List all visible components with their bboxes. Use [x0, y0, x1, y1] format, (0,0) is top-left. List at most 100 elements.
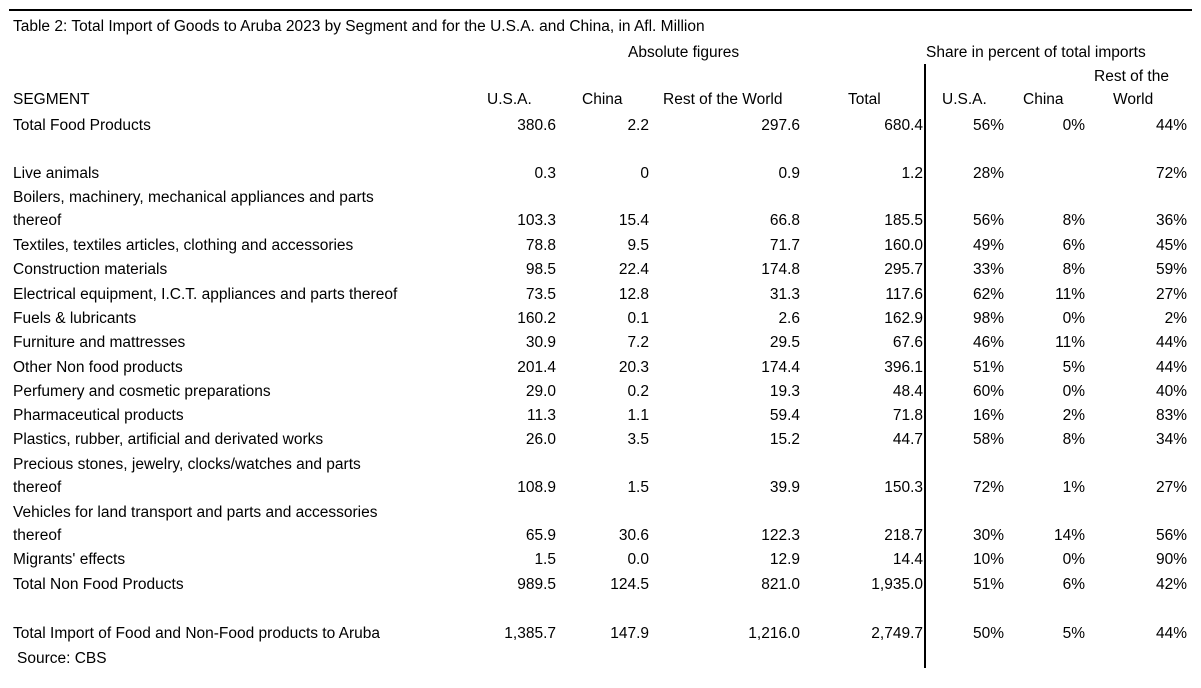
table-row: Plastics, rubber, artificial and derivat…: [0, 431, 1201, 449]
row-segment: Total Non Food Products: [13, 576, 184, 593]
cell-share-rest: 59%: [1155, 261, 1187, 278]
cell-share-china: 8%: [1062, 212, 1085, 229]
cell-rest-of-world: 19.3: [769, 383, 800, 400]
table-row: Perfumery and cosmetic preparations 29.0 0…: [0, 383, 1201, 401]
cell-rest-of-world: 71.7: [769, 237, 800, 254]
cell-share-china: 1%: [1062, 479, 1085, 496]
cell-china: 20.3: [618, 359, 649, 376]
cell-usa: 65.9: [525, 527, 556, 544]
cell-share-rest: 34%: [1155, 431, 1187, 448]
cell-china: 7.2: [627, 334, 649, 351]
cell-total: 2,749.7: [871, 625, 923, 642]
cell-total: 160.0: [884, 237, 923, 254]
cell-usa: 78.8: [525, 237, 556, 254]
cell-share-china: 8%: [1062, 431, 1085, 448]
row-segment: Live animals: [13, 165, 100, 182]
header-share-rest-line1: Rest of the: [1094, 68, 1169, 85]
cell-share-rest: 45%: [1155, 237, 1187, 254]
row-segment-line1: Precious stones, jewelry, clocks/watches…: [13, 456, 361, 473]
cell-china: 0.0: [627, 551, 649, 568]
cell-share-rest: 56%: [1155, 527, 1187, 544]
cell-china: 1.5: [627, 479, 649, 496]
table-row: thereof 65.9 30.6 122.3 218.7 30% 14% 56%: [0, 527, 1201, 545]
cell-china: 124.5: [610, 576, 649, 593]
cell-usa: 73.5: [525, 286, 556, 303]
cell-share-usa: 60%: [972, 383, 1004, 400]
row-segment: Textiles, textiles articles, clothing an…: [13, 237, 354, 254]
row-segment: thereof: [13, 479, 62, 496]
table-row: Construction materials 98.5 22.4 174.8 295.7…: [0, 261, 1201, 279]
cell-share-china: 11%: [1055, 334, 1085, 351]
row-segment: Pharmaceutical products: [13, 407, 184, 424]
cell-share-china: 2%: [1062, 407, 1085, 424]
table-row: thereof 103.3 15.4 66.8 185.5 56% 8% 36%: [0, 212, 1201, 230]
cell-share-china: 5%: [1062, 625, 1085, 642]
cell-share-rest: 42%: [1155, 576, 1187, 593]
cell-total: 396.1: [884, 359, 923, 376]
cell-usa: 108.9: [517, 479, 556, 496]
table-row: Textiles, textiles articles, clothing an…: [0, 237, 1201, 255]
row-segment: thereof: [13, 212, 62, 229]
cell-rest-of-world: 59.4: [769, 407, 800, 424]
column-header-row: SEGMENT U.S.A. China Rest of the World T…: [0, 91, 1201, 109]
cell-share-usa: 51%: [972, 576, 1004, 593]
row-segment: Perfumery and cosmetic preparations: [13, 383, 271, 400]
table-row: Total Non Food Products 989.5 124.5 821.0 1,…: [0, 576, 1201, 594]
table-row: Electrical equipment, I.C.T. appliances …: [0, 286, 1201, 304]
cell-china: 9.5: [627, 237, 649, 254]
cell-total: 1.2: [901, 165, 923, 182]
table-row: Furniture and mattresses 30.9 7.2 29.5 67.6 4…: [0, 334, 1201, 352]
header-segment: SEGMENT: [13, 91, 90, 108]
row-segment: Total Import of Food and Non-Food produc…: [13, 625, 381, 642]
cell-usa: 103.3: [517, 212, 556, 229]
cell-rest-of-world: 15.2: [769, 431, 800, 448]
table-row: Live animals 0.3 0 0.9 1.2 28% 72%: [0, 165, 1201, 183]
cell-share-usa: 51%: [972, 359, 1004, 376]
cell-china: 2.2: [627, 117, 649, 134]
cell-share-china: 14%: [1053, 527, 1085, 544]
header-usa: U.S.A.: [487, 91, 532, 108]
cell-share-china: 6%: [1062, 576, 1085, 593]
cell-usa: 26.0: [525, 431, 556, 448]
cell-usa: 98.5: [525, 261, 556, 278]
header-rest-of-world: Rest of the World: [663, 91, 783, 108]
cell-share-usa: 33%: [972, 261, 1004, 278]
cell-china: 0: [640, 165, 649, 182]
cell-total: 218.7: [884, 527, 923, 544]
cell-share-china: 11%: [1055, 286, 1085, 303]
cell-share-usa: 56%: [972, 117, 1004, 134]
cell-share-usa: 16%: [972, 407, 1004, 424]
table-row: Other Non food products 201.4 20.3 174.4 396…: [0, 359, 1201, 377]
table-row: Migrants' effects 1.5 0.0 12.9 14.4 10% 0% 90%: [0, 551, 1201, 569]
cell-usa: 29.0: [525, 383, 556, 400]
cell-total: 150.3: [884, 479, 923, 496]
cell-share-china: 0%: [1062, 117, 1085, 134]
cell-rest-of-world: 122.3: [761, 527, 800, 544]
cell-total: 680.4: [884, 117, 923, 134]
cell-share-usa: 58%: [972, 431, 1004, 448]
table-row: Fuels & lubricants 160.2 0.1 2.6 162.9 98% 0% 2…: [0, 310, 1201, 328]
cell-usa: 30.9: [525, 334, 556, 351]
cell-share-rest: 27%: [1155, 479, 1187, 496]
cell-share-rest: 72%: [1155, 165, 1187, 182]
cell-china: 15.4: [618, 212, 649, 229]
cell-china: 3.5: [627, 431, 649, 448]
cell-rest-of-world: 12.9: [769, 551, 800, 568]
cell-rest-of-world: 0.9: [778, 165, 800, 182]
cell-share-china: 6%: [1062, 237, 1085, 254]
header-total: Total: [848, 91, 881, 108]
row-segment: Other Non food products: [13, 359, 183, 376]
cell-share-usa: 10%: [972, 551, 1004, 568]
cell-china: 1.1: [627, 407, 649, 424]
cell-share-rest: 27%: [1155, 286, 1187, 303]
cell-china: 0.2: [627, 383, 649, 400]
cell-rest-of-world: 1,216.0: [748, 625, 800, 642]
cell-share-usa: 98%: [972, 310, 1004, 327]
cell-china: 0.1: [627, 310, 649, 327]
cell-share-usa: 72%: [972, 479, 1004, 496]
table-row: Total Import of Food and Non-Food produc…: [0, 625, 1201, 643]
cell-rest-of-world: 297.6: [761, 117, 800, 134]
cell-share-china: 0%: [1062, 383, 1085, 400]
cell-rest-of-world: 39.9: [769, 479, 800, 496]
